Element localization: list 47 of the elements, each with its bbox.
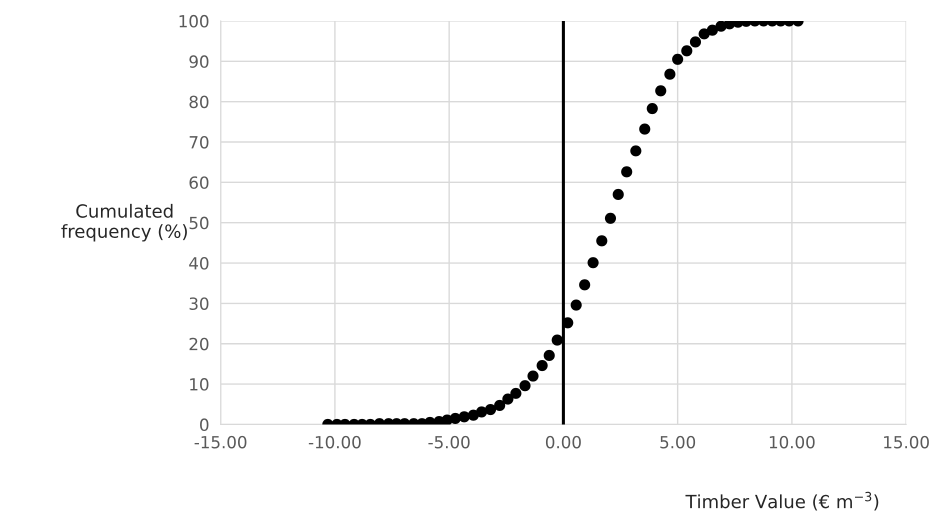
point (706, 24, 718, 36)
point (655, 85, 666, 96)
point (570, 299, 582, 311)
point (552, 334, 563, 346)
point (476, 406, 488, 418)
point (664, 68, 676, 80)
point (646, 102, 658, 114)
x-tick-label: 15.00 (884, 436, 929, 448)
y-tick-label: 10 (190, 378, 208, 391)
y-tick-label: 90 (189, 55, 208, 68)
point (612, 188, 624, 200)
y-axis-title: Cumulated frequency (%) (61, 204, 187, 242)
point (494, 400, 506, 412)
point (621, 166, 632, 178)
point (519, 380, 531, 392)
x-tick-label: -10.00 (308, 436, 361, 448)
x-tick-label: -5.00 (428, 436, 470, 448)
point (510, 388, 522, 399)
point (579, 279, 590, 290)
x-tick-label: 5.00 (660, 436, 696, 448)
point (630, 145, 642, 156)
y-tick-label: 60 (190, 176, 208, 189)
x-tick-label: 0.00 (546, 436, 581, 448)
point (527, 370, 539, 382)
point (544, 350, 555, 361)
y-tick-label: 30 (190, 297, 208, 310)
point (672, 54, 684, 65)
x-axis-title: Timber Value (€ m$^{−3}$) (685, 492, 878, 510)
point (484, 404, 496, 416)
y-tick-label: 50 (190, 216, 208, 230)
point (502, 393, 514, 405)
point (639, 124, 650, 135)
x-tick-label: 10.00 (770, 436, 815, 448)
y-tick-label: 100 (180, 14, 208, 28)
y-tick-label: 40 (189, 257, 208, 270)
y-tick-label: 20 (190, 338, 208, 350)
y-tick-label: 0 (200, 418, 208, 432)
y-tick-label: 70 (190, 136, 208, 149)
point (458, 411, 470, 422)
y-tick-label: 80 (189, 96, 208, 108)
point (536, 360, 548, 372)
point (588, 257, 599, 268)
point (604, 212, 616, 224)
point (690, 36, 702, 48)
point (681, 45, 692, 56)
point (596, 235, 608, 246)
x-tick-label: -15.00 (194, 436, 246, 448)
